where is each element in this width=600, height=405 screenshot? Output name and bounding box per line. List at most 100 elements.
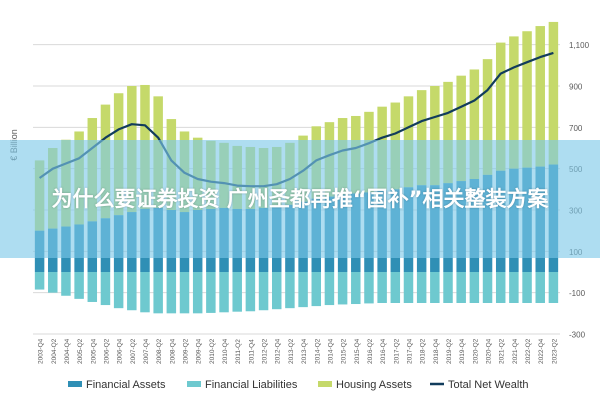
bar-financial-liabilities (495, 272, 506, 303)
x-tick-label: 2018-Q4 (433, 338, 440, 364)
x-tick-label: 2018-Q2 (420, 338, 427, 364)
bar-financial-liabilities (416, 272, 427, 303)
x-tick-label: 2013-Q2 (288, 338, 295, 364)
banner-title[interactable]: 为什么要证券投资 广州圣都再推“国补”相关整装方案 (51, 187, 549, 211)
bar-financial-liabilities (74, 272, 84, 299)
x-tick-label: 2003-Q4 (38, 338, 45, 364)
legend-label-housing-assets: Housing Assets (336, 379, 412, 391)
x-tick-label: 2007-Q2 (130, 338, 137, 364)
bar-financial-liabilities (166, 272, 177, 314)
bar-financial-liabilities (456, 272, 466, 303)
bar-housing-assets (456, 75, 466, 182)
bar-financial-liabilities (522, 272, 532, 303)
x-tick-label: 2009-Q2 (183, 338, 190, 364)
x-tick-label: 2006-Q4 (117, 338, 124, 364)
x-tick-label: 2017-Q2 (393, 338, 400, 364)
x-tick-label: 2012-Q2 (262, 338, 269, 364)
x-tick-label: 2017-Q4 (406, 338, 413, 364)
x-tick-label: 2019-Q2 (446, 338, 453, 364)
bar-housing-assets (535, 26, 545, 167)
bar-housing-assets (469, 69, 480, 179)
x-tick-label: 2015-Q2 (341, 338, 348, 364)
x-tick-label: 2012-Q4 (275, 338, 282, 364)
legend-swatch-financial-liabilities (187, 381, 201, 387)
x-tick-label: 2021-Q4 (512, 338, 519, 364)
bar-financial-liabilities (271, 272, 282, 310)
bar-financial-liabilities (351, 272, 361, 305)
x-tick-label: 2014-Q2 (314, 338, 321, 364)
bar-housing-assets (482, 59, 493, 175)
x-tick-label: 2013-Q4 (301, 338, 308, 364)
x-tick-label: 2011-Q4 (248, 339, 255, 364)
bar-financial-liabilities (100, 272, 111, 306)
bar-housing-assets (548, 21, 559, 165)
bar-financial-liabilities (403, 272, 414, 303)
x-tick-label: 2009-Q4 (196, 338, 203, 364)
bar-financial-liabilities (179, 272, 190, 314)
bar-financial-liabilities (337, 272, 348, 305)
bar-financial-liabilities (509, 272, 519, 303)
x-tick-label: 2004-Q4 (64, 338, 71, 364)
x-tick-label: 2016-Q4 (380, 338, 387, 364)
y-tick-label: 900 (569, 83, 583, 92)
bar-financial-liabilities (390, 272, 401, 303)
bar-financial-liabilities (206, 272, 216, 313)
bar-financial-liabilities (140, 272, 150, 313)
bar-financial-liabilities (232, 272, 242, 312)
legend-swatch-housing-assets (318, 381, 332, 387)
legend-label-financial-assets: Financial Assets (86, 379, 166, 391)
bar-housing-assets (443, 81, 453, 184)
bar-financial-liabilities (34, 272, 45, 290)
x-tick-label: 2014-Q4 (327, 338, 334, 364)
bar-financial-liabilities (482, 272, 493, 303)
bar-financial-liabilities (430, 272, 440, 303)
bar-financial-liabilities (153, 272, 163, 314)
legend-swatch-financial-assets (68, 381, 82, 387)
x-tick-label: 2023-Q2 (551, 338, 558, 364)
bar-financial-liabilities (298, 272, 308, 308)
bar-financial-liabilities (443, 272, 453, 303)
bar-financial-liabilities (113, 272, 124, 309)
bar-financial-liabilities (127, 272, 137, 311)
bar-financial-liabilities (285, 272, 295, 309)
x-tick-label: 2010-Q4 (222, 338, 229, 364)
x-tick-label: 2008-Q2 (156, 338, 163, 364)
bar-financial-liabilities (192, 272, 203, 314)
x-tick-label: 2008-Q4 (169, 338, 176, 364)
legend-label-financial-liabilities: Financial Liabilities (205, 379, 298, 391)
bar-financial-liabilities (311, 272, 322, 307)
x-tick-label: 2020-Q4 (486, 338, 493, 364)
x-tick-label: 2021-Q2 (499, 338, 506, 364)
bar-financial-liabilities (364, 272, 374, 304)
bar-financial-liabilities (258, 272, 269, 311)
y-tick-label: 1,100 (569, 41, 590, 50)
x-tick-label: 2011-Q2 (235, 339, 242, 364)
bar-financial-liabilities (87, 272, 98, 302)
legend-label-total-net-wealth: Total Net Wealth (448, 379, 529, 391)
x-tick-label: 2022-Q2 (525, 338, 532, 364)
bar-financial-liabilities (245, 272, 256, 312)
bar-financial-liabilities (324, 272, 335, 306)
x-tick-label: 2010-Q2 (209, 338, 216, 364)
x-tick-label: 2015-Q4 (354, 338, 361, 364)
x-tick-label: 2016-Q2 (367, 338, 374, 364)
x-tick-label: 2005-Q4 (90, 338, 97, 364)
bar-housing-assets (430, 86, 440, 186)
bar-housing-assets (416, 90, 427, 186)
bar-financial-liabilities (48, 272, 58, 293)
y-tick-label: 700 (569, 124, 583, 133)
x-tick-label: 2019-Q4 (459, 338, 466, 364)
y-tick-label: -300 (569, 331, 586, 340)
y-tick-label: -100 (569, 289, 586, 298)
bar-financial-liabilities (548, 272, 559, 303)
overlay-banner[interactable]: 为什么要证券投资 广州圣都再推“国补”相关整装方案 (0, 140, 600, 258)
bar-housing-assets (509, 36, 519, 169)
x-tick-label: 2022-Q4 (538, 338, 545, 364)
x-tick-label: 2004-Q2 (51, 338, 58, 364)
bar-financial-liabilities (61, 272, 71, 296)
x-tick-label: 2006-Q2 (103, 338, 110, 364)
bar-financial-liabilities (469, 272, 480, 303)
bar-housing-assets (522, 31, 532, 168)
x-tick-label: 2005-Q2 (77, 338, 84, 364)
x-tick-label: 2020-Q2 (472, 338, 479, 364)
